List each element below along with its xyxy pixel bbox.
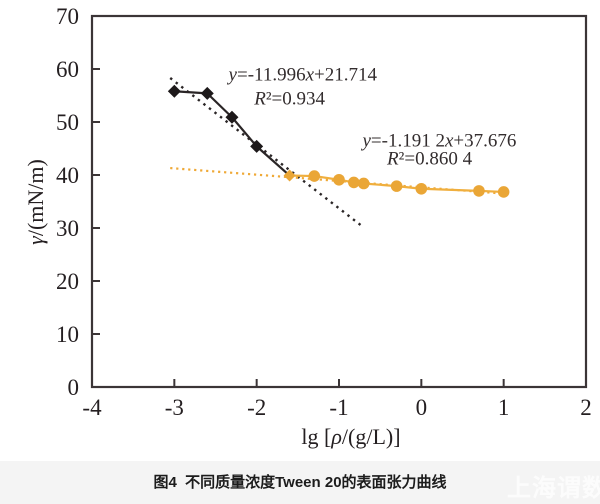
- x-tick-label: 2: [580, 395, 592, 420]
- data-point-diamond: [200, 86, 214, 100]
- y-tick-label: 40: [56, 163, 79, 188]
- data-point-diamond: [250, 139, 264, 153]
- x-axis-label: lg [ρ/(g/L)]: [301, 424, 401, 449]
- junction-point-diamond: [283, 169, 296, 182]
- data-point-diamond: [225, 110, 239, 124]
- x-tick-label: -3: [165, 395, 184, 420]
- x-tick-label: 0: [416, 395, 428, 420]
- equation-1: y=-11.996x+21.714: [228, 64, 377, 86]
- data-point-circle: [357, 177, 370, 190]
- data-point-circle: [390, 180, 403, 192]
- caption-bar: 图4 不同质量浓度Tween 20的表面张力曲线 上海谓数: [0, 461, 600, 504]
- data-point-diamond: [167, 84, 181, 98]
- y-axis-label: γ/(mN/m): [23, 159, 48, 245]
- equation-2: y=-1.191 2x+37.676: [362, 130, 517, 152]
- y-tick-label: 20: [56, 269, 79, 294]
- y-tick-label: 70: [56, 4, 79, 29]
- x-tick-label: -1: [329, 395, 348, 420]
- black-regression-dotted: [169, 77, 363, 228]
- x-tick-label: -4: [82, 395, 102, 420]
- y-tick-label: 0: [68, 375, 80, 400]
- y-tick-label: 50: [56, 110, 79, 135]
- data-point-circle: [473, 185, 485, 197]
- watermark: 上海谓数: [507, 475, 600, 502]
- x-tick-label: -2: [247, 395, 266, 420]
- y-tick-label: 30: [56, 216, 79, 241]
- x-tick-label: 1: [498, 395, 510, 420]
- surface-tension-chart: -4 -3 -2 -1 0 1 2 0 10 20 30 40 50 60 70 γ/(mN/m) lg […: [23, 4, 592, 449]
- data-point-circle: [497, 186, 510, 198]
- equation-1-r2: R²=0.934: [254, 88, 325, 110]
- data-point-circle: [348, 176, 360, 189]
- y-tick-label: 60: [56, 57, 79, 82]
- figure-caption: 图4 不同质量浓度Tween 20的表面张力曲线: [153, 474, 447, 491]
- y-tick-label: 10: [56, 322, 79, 347]
- data-point-circle: [333, 173, 345, 186]
- data-point-circle: [415, 182, 428, 195]
- data-point-circle: [308, 170, 321, 182]
- equation-2-r2: R²=0.860 4: [387, 148, 473, 170]
